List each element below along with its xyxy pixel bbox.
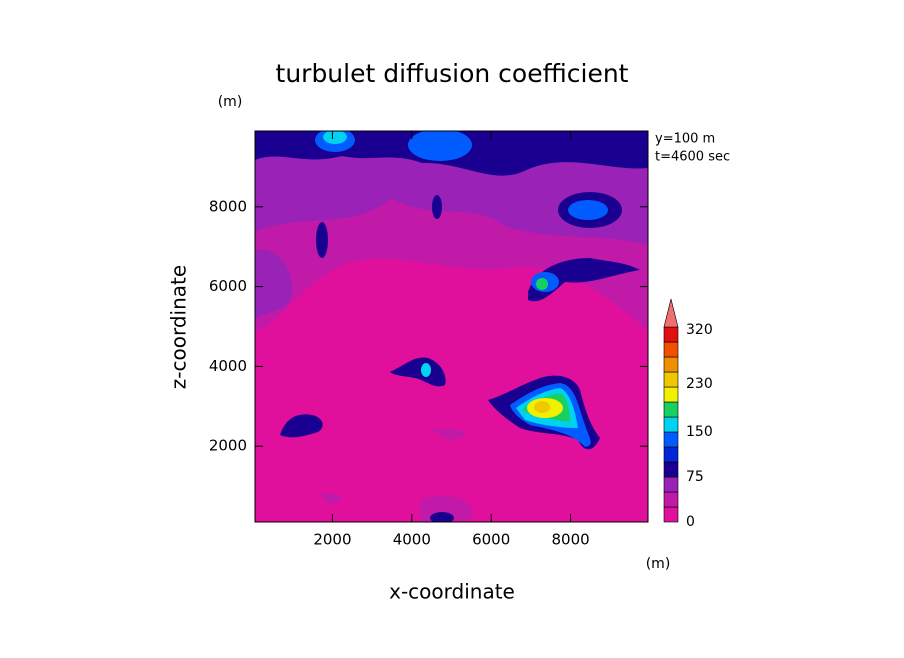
contour-field: [255, 131, 648, 522]
y-tick-label: 8000: [209, 197, 247, 215]
colorbar-segment: [663, 491, 679, 508]
contour-region: [534, 401, 550, 413]
contour-region: [390, 357, 446, 387]
colorbar-segment: [663, 446, 679, 463]
contour-region: [528, 258, 640, 302]
colorbar-segment: [663, 371, 679, 388]
colorbar-tick-label: 230: [686, 376, 713, 392]
colorbar-tick-label: 0: [686, 514, 695, 530]
y-unit: (m): [218, 94, 243, 110]
contour-region: [430, 512, 454, 522]
x-axis-label: x-coordinate: [389, 580, 515, 604]
colorbar-segment: [663, 356, 679, 373]
colorbar-segment: [663, 341, 679, 358]
x-tick-label: 2000: [313, 531, 351, 549]
colorbar-segment: [663, 431, 679, 448]
y-axis-label: z-coordinate: [167, 265, 191, 389]
colorbar-tick-label: 150: [686, 424, 713, 440]
contour-region: [421, 363, 431, 377]
contour-region: [280, 414, 323, 438]
plot-frame: [254, 130, 649, 523]
y-tick-label: 2000: [209, 437, 247, 455]
colorbar-segment: [663, 506, 679, 523]
contour-region: [323, 131, 347, 144]
x-tick-label: 8000: [551, 531, 589, 549]
colorbar-segment: [663, 476, 679, 493]
contour-region: [408, 131, 472, 161]
colorbar-segment: [663, 401, 679, 418]
colorbar-extend: [663, 298, 679, 328]
x-tick-label: 4000: [393, 531, 431, 549]
y-tick-label: 6000: [209, 277, 247, 295]
contour-region: [536, 278, 548, 290]
x-unit: (m): [646, 556, 671, 572]
contour-region: [255, 249, 293, 320]
contour-region: [320, 428, 472, 522]
colorbar-segment: [663, 386, 679, 403]
colorbar-tick-label: 75: [686, 469, 704, 485]
annotation: y=100 m: [655, 132, 715, 147]
y-tick-label: 4000: [209, 357, 247, 375]
annotation: t=4600 sec: [655, 150, 730, 165]
contour-region: [316, 222, 328, 258]
colorbar-segment: [663, 416, 679, 433]
x-tick-label: 6000: [472, 531, 510, 549]
chart-title: turbulet diffusion coefficient: [276, 59, 629, 88]
contour-region: [432, 195, 442, 219]
contour-region: [568, 200, 608, 220]
colorbar-tick-label: 320: [686, 322, 713, 338]
colorbar-segment: [663, 461, 679, 478]
colorbar-segment: [663, 326, 679, 343]
